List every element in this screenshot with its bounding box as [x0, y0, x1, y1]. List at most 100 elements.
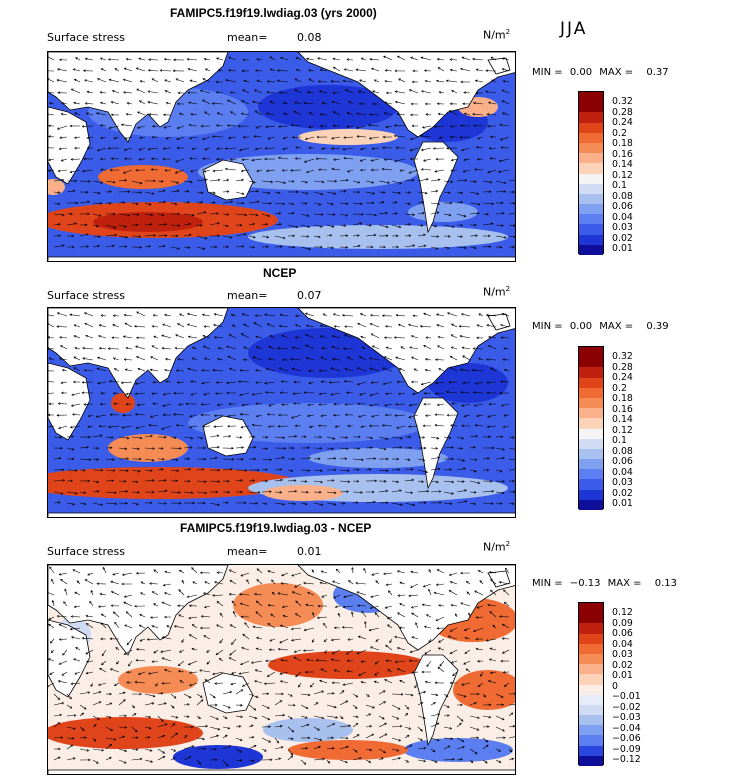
wind-arrow-head	[265, 447, 269, 450]
wind-arrow-head	[512, 724, 515, 728]
wind-arrow	[411, 671, 419, 674]
wind-arrow-head	[462, 381, 466, 385]
wind-arrow-head	[120, 123, 124, 127]
wind-arrow-head	[240, 715, 244, 719]
wind-arrow	[148, 147, 159, 150]
wind-arrow	[421, 381, 432, 385]
wind-arrow	[332, 58, 341, 61]
wind-arrow	[90, 590, 94, 596]
wind-arrow-head	[406, 760, 410, 763]
wind-arrow-head	[277, 156, 281, 160]
wind-arrow-head	[217, 480, 221, 483]
wind-arrow	[157, 756, 166, 761]
wind-arrow	[435, 616, 445, 622]
wind-arrow	[395, 101, 406, 105]
wind-arrow	[251, 660, 263, 664]
wind-arrow	[218, 347, 224, 350]
wind-arrow	[501, 313, 510, 317]
wind-arrow	[216, 125, 224, 127]
wind-arrow	[294, 649, 302, 653]
wind-arrow	[291, 638, 302, 641]
wind-arrow-head	[292, 245, 296, 249]
wind-arrow-head	[305, 344, 308, 348]
wind-arrow-head	[400, 503, 403, 506]
wind-arrow-head	[217, 357, 220, 361]
wind-arrow	[287, 469, 293, 472]
wind-arrow	[305, 357, 315, 361]
wind-arrow	[313, 702, 319, 706]
wind-arrow-head	[135, 345, 138, 349]
max-label: MAX =	[599, 321, 634, 332]
wind-arrow	[371, 381, 380, 383]
wind-arrow-head	[125, 57, 129, 61]
wind-arrow-head	[116, 661, 119, 665]
wind-arrow	[188, 102, 198, 105]
wind-arrow-head	[125, 501, 128, 505]
wind-arrow-head	[216, 624, 219, 627]
wind-arrow-head	[134, 382, 138, 385]
wind-arrow-head	[460, 67, 463, 71]
wind-arrow-head	[410, 468, 414, 471]
wind-arrow-head	[423, 244, 427, 248]
wind-arrow-head	[346, 490, 350, 493]
wind-arrow-head	[110, 591, 114, 594]
wind-arrow-head	[333, 158, 336, 161]
wind-arrow-head	[445, 79, 449, 83]
wind-arrow-head	[178, 403, 181, 406]
wind-arrow-head	[164, 90, 168, 93]
wind-arrow	[281, 403, 289, 406]
wind-arrow-head	[277, 647, 281, 651]
wind-arrow	[404, 202, 411, 205]
wind-arrow-head	[387, 669, 391, 672]
wind-arrow	[283, 113, 289, 116]
wind-arrow-head	[224, 167, 228, 171]
wind-arrow	[139, 147, 146, 151]
wind-arrow-head	[305, 356, 309, 360]
wind-arrow-head	[472, 112, 475, 116]
wind-arrow	[50, 649, 55, 653]
wind-arrow-head	[263, 682, 267, 686]
wind-arrow-head	[474, 223, 477, 227]
wind-arrow-head	[175, 732, 178, 736]
ocean-band	[288, 740, 408, 760]
wind-arrow-head	[332, 413, 336, 417]
wind-arrow-head	[331, 167, 335, 171]
panel-3-mean-value: 0.01	[297, 545, 322, 558]
wind-arrow	[425, 369, 432, 372]
wind-arrow	[384, 158, 393, 161]
wind-arrow-head	[331, 681, 335, 685]
wind-arrow	[235, 479, 243, 482]
wind-arrow	[222, 191, 229, 193]
wind-arrow-head	[253, 445, 257, 449]
wind-arrow	[64, 588, 68, 596]
wind-arrow	[118, 202, 125, 204]
wind-arrow	[144, 748, 153, 752]
wind-arrow	[79, 726, 85, 731]
wind-arrow	[348, 638, 354, 641]
wind-arrow-head	[199, 224, 203, 227]
colorbar-swatch	[579, 377, 603, 388]
wind-arrow	[321, 102, 328, 105]
wind-arrow	[443, 191, 451, 194]
wind-arrow-head	[268, 648, 272, 652]
wind-arrow	[339, 759, 348, 763]
wind-arrow-head	[139, 181, 143, 185]
wind-arrow	[235, 233, 247, 237]
wind-arrow	[456, 201, 463, 204]
wind-arrow	[187, 368, 198, 372]
wind-arrow-head	[428, 588, 431, 592]
wind-arrow	[307, 592, 315, 596]
wind-arrow	[450, 649, 458, 654]
wind-arrow-head	[255, 402, 259, 406]
wind-arrow-head	[152, 314, 156, 317]
wind-arrow-head	[86, 146, 90, 150]
continents-2	[48, 308, 515, 517]
wind-arrow	[502, 57, 510, 61]
wind-arrow-head	[164, 702, 167, 705]
wind-arrow	[404, 726, 411, 730]
wind-arrow	[360, 158, 367, 162]
wind-arrow-head	[163, 57, 167, 61]
wind-arrow	[157, 692, 164, 695]
wind-arrow	[438, 91, 445, 94]
wind-arrow	[240, 413, 250, 416]
